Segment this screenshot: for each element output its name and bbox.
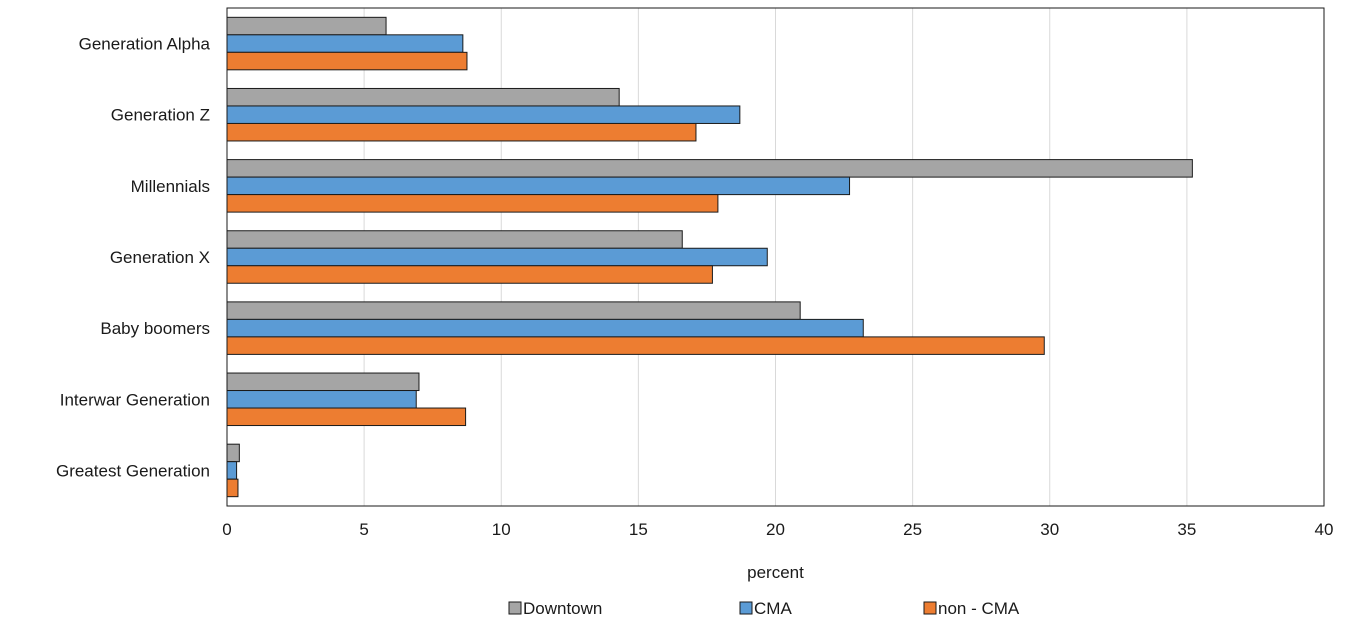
category-label: Baby boomers [100,319,210,338]
bar-cma-generation-z [226,105,741,124]
category-label: Greatest Generation [56,461,210,480]
bar-downtown-generation-z [226,87,620,107]
bar-downtown-generation-x [226,230,683,249]
legend-label: non - CMA [938,599,1020,618]
bar-cma-generation-alpha [226,34,464,53]
bar-cma-millennials [226,176,851,196]
legend-label: Downtown [523,599,602,618]
category-label: Millennials [131,177,210,196]
bar-non-cma-interwar-generation [226,407,467,427]
bar-downtown-millennials [226,159,1193,178]
x-tick-label: 25 [903,520,922,539]
bar-non-cma-greatest-generation [226,478,239,498]
x-tick-label: 40 [1315,520,1334,539]
legend-item: CMA [739,599,792,618]
legend-item: non - CMA [923,599,1020,618]
legend-label: CMA [754,599,792,618]
legend-swatch [508,601,522,615]
x-tick-label: 0 [222,520,231,539]
category-label: Interwar Generation [60,390,210,409]
plot-area-frame [226,7,1325,507]
bar-cma-generation-x [226,247,768,267]
x-tick-label: 35 [1177,520,1196,539]
bar-cma-baby-boomers [226,318,864,338]
category-label: Generation Alpha [79,35,211,54]
bar-non-cma-generation-z [226,122,697,142]
bar-downtown-greatest-generation [226,443,240,463]
x-tick-label: 5 [359,520,368,539]
bar-non-cma-generation-x [226,265,713,284]
legend-swatch [923,601,937,615]
category-labels: Generation Alpha Generation Z Millennials G… [56,35,211,481]
bars [226,16,1193,498]
bar-non-cma-millennials [226,194,719,213]
x-tick-label: 15 [629,520,648,539]
x-axis-ticks: 0 5 10 15 20 25 30 35 40 [222,520,1333,539]
bar-non-cma-baby-boomers [226,336,1045,355]
x-tick-label: 30 [1040,520,1059,539]
category-label: Generation Z [111,106,210,125]
x-tick-label: 10 [492,520,511,539]
legend: Downtown CMA non - CMA [508,599,1020,618]
bar-downtown-interwar-generation [226,372,420,392]
bar-cma-interwar-generation [226,390,417,409]
bar-cma-greatest-generation [226,461,238,480]
legend-item: Downtown [508,599,602,618]
legend-swatch [739,601,753,615]
bar-non-cma-generation-alpha [226,51,468,71]
bar-downtown-baby-boomers [226,301,801,320]
x-tick-label: 20 [766,520,785,539]
x-axis-title: percent [747,563,804,582]
category-label: Generation X [110,248,210,267]
bar-downtown-generation-alpha [226,16,387,36]
